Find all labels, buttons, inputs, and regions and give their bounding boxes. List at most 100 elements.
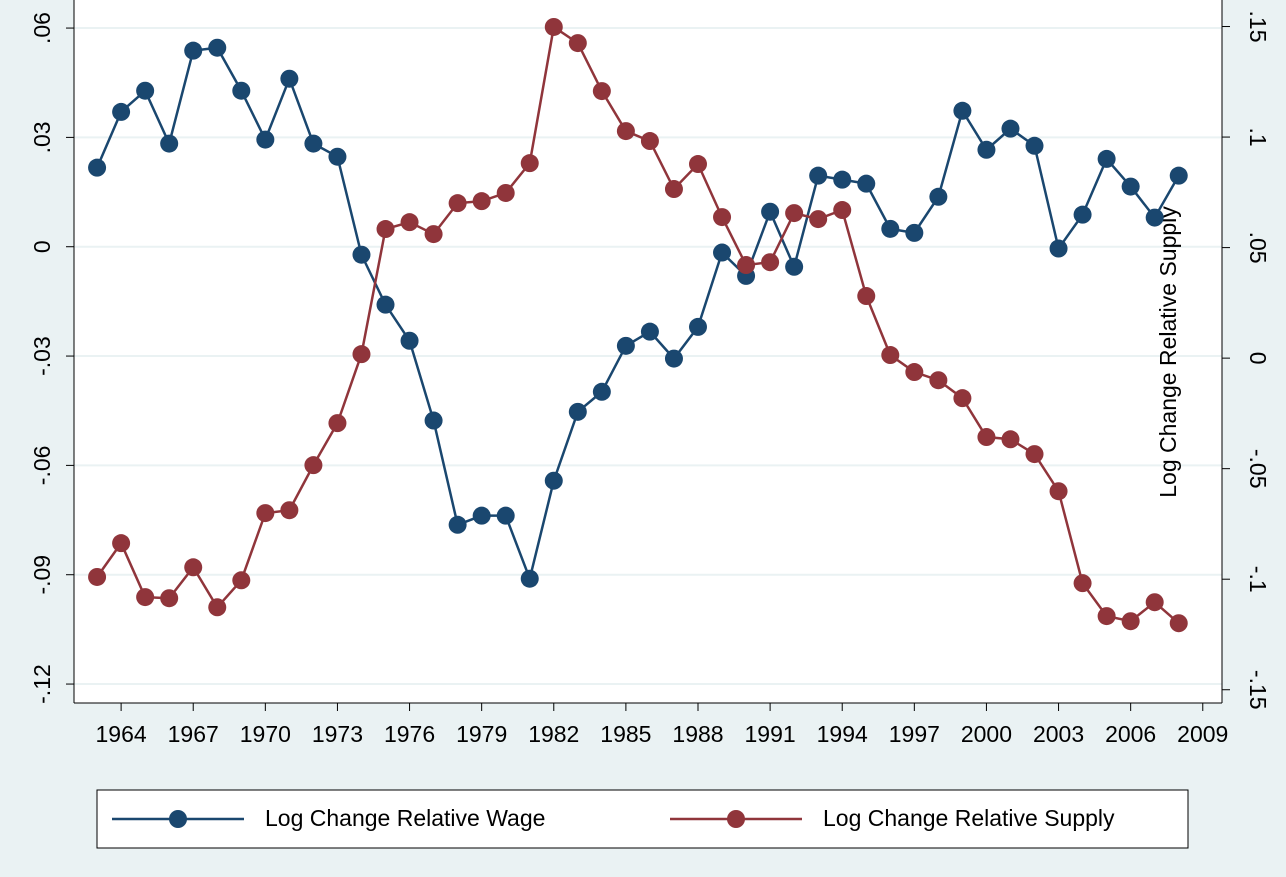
data-point — [616, 336, 635, 355]
data-point — [400, 213, 419, 232]
x-tick-label: 2006 — [1105, 721, 1156, 747]
plot-region — [74, 0, 1222, 703]
legend: Log Change Relative Wage Log Change Relat… — [96, 789, 1189, 849]
x-tick-label: 1994 — [817, 721, 868, 747]
data-point — [328, 414, 347, 433]
data-point — [664, 180, 683, 199]
data-point — [184, 41, 203, 60]
data-point — [929, 187, 948, 206]
data-point — [929, 371, 948, 390]
data-point — [1121, 612, 1140, 631]
data-point — [544, 17, 563, 36]
x-tick-label: 1976 — [384, 721, 435, 747]
data-point — [953, 101, 972, 120]
y-tick-label: 0 — [29, 240, 55, 253]
data-point — [328, 147, 347, 166]
x-tick-label: 1979 — [456, 721, 507, 747]
y-tick-label: -.12 — [29, 664, 55, 704]
data-point — [1001, 430, 1020, 449]
data-point — [472, 506, 491, 525]
data-point — [1025, 136, 1044, 155]
data-point — [1049, 239, 1068, 258]
data-point — [1073, 205, 1092, 224]
data-point — [785, 257, 804, 276]
x-tick-label: 1967 — [168, 721, 219, 747]
x-tick-label: 1991 — [745, 721, 796, 747]
data-point — [448, 515, 467, 534]
data-point — [640, 322, 659, 341]
data-point — [1049, 482, 1068, 501]
data-point — [112, 102, 131, 121]
y2-tick-label: 0 — [1245, 352, 1271, 365]
series-line — [96, 24, 1180, 625]
data-point — [833, 201, 852, 220]
y2-tick-label: .1 — [1245, 127, 1271, 146]
data-point — [977, 428, 996, 447]
legend-marker — [169, 810, 187, 828]
y2-tick-label: .15 — [1245, 11, 1271, 43]
data-point — [809, 166, 828, 185]
y2-tick-label: -.15 — [1245, 670, 1271, 710]
data-point — [905, 223, 924, 242]
y2-axis-title: Log Change Relative Supply — [1155, 206, 1181, 498]
data-point — [1073, 574, 1092, 593]
data-point — [977, 140, 996, 159]
data-point — [520, 569, 539, 588]
data-point — [232, 81, 251, 100]
data-point — [400, 331, 419, 350]
data-point — [280, 69, 299, 88]
data-point — [88, 158, 107, 177]
data-point — [761, 202, 780, 221]
x-tick-label: 1973 — [312, 721, 363, 747]
data-point — [713, 208, 732, 227]
data-point — [424, 225, 443, 244]
data-point — [88, 567, 107, 586]
data-point — [688, 317, 707, 336]
data-point — [592, 82, 611, 101]
data-point — [688, 155, 707, 174]
data-point — [1169, 166, 1188, 185]
data-point — [664, 349, 683, 368]
x-tick-label: 2009 — [1177, 721, 1228, 747]
data-point — [833, 170, 852, 189]
y2-tick-label: .05 — [1245, 232, 1271, 264]
data-point — [520, 154, 539, 173]
y-tick-label: .06 — [29, 12, 55, 44]
data-point — [160, 134, 179, 153]
x-tick-label: 1970 — [240, 721, 291, 747]
data-point — [616, 122, 635, 141]
data-point — [905, 363, 924, 382]
legend-label: Log Change Relative Wage — [265, 805, 545, 831]
x-tick-label: 2003 — [1033, 721, 1084, 747]
data-point — [1145, 208, 1164, 227]
data-point — [184, 558, 203, 577]
x-tick-label: 1964 — [96, 721, 147, 747]
data-point — [1097, 149, 1116, 168]
data-point — [304, 134, 323, 153]
data-point — [568, 34, 587, 53]
x-tick-label: 2000 — [961, 721, 1012, 747]
legend-marker — [727, 810, 745, 828]
data-point — [1145, 593, 1164, 612]
data-point — [208, 38, 227, 57]
data-point — [208, 598, 227, 617]
data-point — [737, 256, 756, 275]
y2-tick-label: -.05 — [1245, 449, 1271, 489]
data-point — [496, 183, 515, 202]
data-point — [544, 471, 563, 490]
data-point — [1169, 614, 1188, 633]
data-point — [640, 132, 659, 151]
x-tick-label: 1982 — [528, 721, 579, 747]
data-point — [1097, 607, 1116, 626]
data-point — [1001, 119, 1020, 138]
data-point — [713, 243, 732, 262]
data-point — [136, 588, 155, 607]
data-point — [857, 287, 876, 306]
x-tick-label: 1988 — [672, 721, 723, 747]
data-point — [761, 253, 780, 272]
data-point — [304, 456, 323, 475]
y-tick-label: -.03 — [29, 336, 55, 376]
x-tick-label: 1997 — [889, 721, 940, 747]
data-point — [809, 210, 828, 229]
